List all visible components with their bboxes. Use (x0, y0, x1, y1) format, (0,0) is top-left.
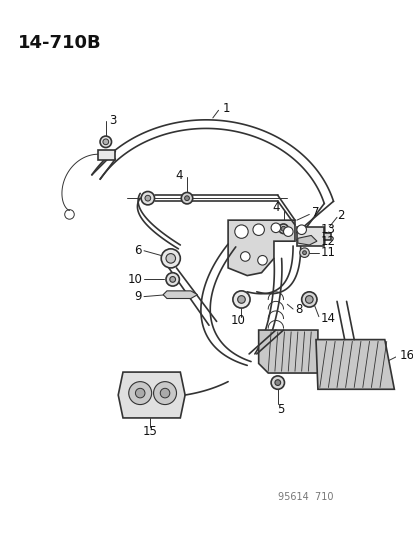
Circle shape (271, 376, 284, 389)
Polygon shape (297, 236, 316, 245)
Text: 13: 13 (320, 223, 335, 236)
Circle shape (181, 192, 192, 204)
Text: 12: 12 (320, 235, 335, 248)
Text: 10: 10 (230, 314, 244, 327)
Circle shape (240, 252, 249, 261)
Circle shape (145, 195, 150, 201)
Circle shape (237, 296, 245, 303)
Polygon shape (323, 232, 330, 240)
Text: 9: 9 (134, 290, 142, 303)
Circle shape (153, 382, 176, 405)
Polygon shape (315, 340, 394, 389)
Circle shape (296, 225, 306, 235)
Circle shape (257, 255, 267, 265)
Polygon shape (258, 330, 317, 373)
Text: 15: 15 (142, 425, 157, 438)
Circle shape (274, 379, 280, 385)
Text: 8: 8 (294, 303, 301, 316)
Text: 7: 7 (311, 206, 319, 219)
Text: 4: 4 (175, 169, 183, 182)
Circle shape (161, 249, 180, 268)
Text: 3: 3 (109, 114, 117, 127)
Circle shape (234, 225, 247, 238)
Text: 4: 4 (271, 201, 279, 214)
FancyBboxPatch shape (296, 227, 323, 246)
Circle shape (166, 273, 179, 286)
Circle shape (301, 292, 316, 307)
Circle shape (252, 224, 264, 236)
Circle shape (305, 296, 312, 303)
Circle shape (103, 139, 108, 144)
Text: 10: 10 (127, 273, 142, 286)
Text: 16: 16 (399, 349, 413, 362)
Circle shape (141, 191, 154, 205)
Circle shape (184, 196, 189, 200)
Circle shape (100, 136, 111, 148)
Polygon shape (118, 372, 185, 418)
Text: 95614  710: 95614 710 (277, 492, 332, 502)
Circle shape (283, 227, 292, 237)
Text: 1: 1 (222, 102, 229, 115)
Circle shape (299, 248, 309, 257)
Text: 14-710B: 14-710B (18, 34, 101, 52)
Text: 11: 11 (320, 246, 335, 259)
Circle shape (271, 223, 280, 232)
Text: 5: 5 (276, 403, 284, 416)
Circle shape (232, 291, 249, 308)
Text: 14: 14 (320, 312, 335, 325)
Polygon shape (228, 220, 294, 276)
Circle shape (128, 382, 151, 405)
Circle shape (169, 277, 175, 282)
Polygon shape (163, 291, 197, 298)
Circle shape (280, 227, 285, 231)
Polygon shape (98, 150, 115, 160)
Text: 2: 2 (336, 209, 344, 222)
Circle shape (278, 224, 287, 233)
Text: 6: 6 (134, 244, 142, 257)
Circle shape (135, 389, 145, 398)
Circle shape (302, 251, 306, 255)
Circle shape (166, 254, 175, 263)
Circle shape (160, 389, 169, 398)
